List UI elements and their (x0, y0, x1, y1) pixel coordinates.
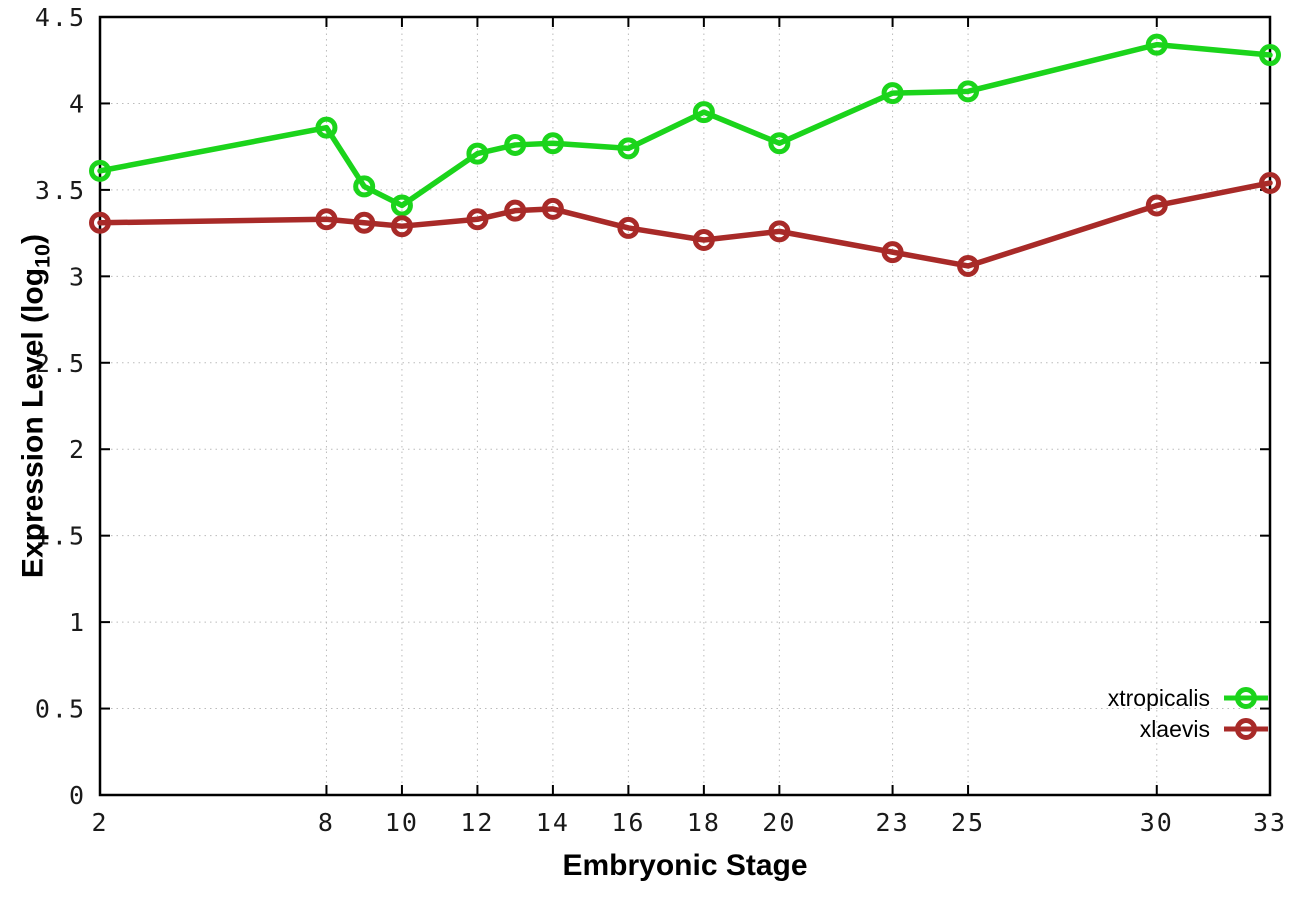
x-tick-label: 10 (385, 808, 419, 837)
y-axis-title-text: Expression Level (log (16, 267, 50, 579)
plot-border (98, 15, 1272, 797)
data-point-xlaevis (768, 220, 791, 243)
y-tick-label: 3.5 (35, 176, 86, 205)
y-tick-label: 3 (69, 262, 86, 291)
y-tick-label: 2.5 (35, 349, 86, 378)
series-line-xtropicalis (97, 41, 1273, 209)
data-point-xlaevis (1259, 171, 1281, 194)
data-point-xlaevis (390, 215, 413, 238)
data-point-xtropicalis (541, 132, 564, 155)
data-point-xlaevis (89, 211, 111, 234)
x-tick-label: 20 (762, 808, 796, 837)
y-tick-label: 4.5 (35, 3, 86, 32)
data-point-xtropicalis (89, 159, 111, 182)
legend: xtropicalis xlaevis (1108, 684, 1270, 743)
data-point-xtropicalis (1259, 44, 1281, 67)
data-point-xlaevis (466, 208, 489, 231)
legend-marker-xtropicalis (1224, 687, 1268, 709)
x-tick-label: 12 (460, 808, 494, 837)
y-tick-label: 2 (69, 435, 86, 464)
data-point-xlaevis (504, 199, 527, 222)
x-tick-label: 2 (91, 808, 108, 837)
data-point-xtropicalis (692, 101, 715, 124)
x-tick-label: 30 (1140, 808, 1174, 837)
data-point-xtropicalis (466, 142, 489, 165)
data-point-xtropicalis (768, 132, 791, 155)
legend-item-xtropicalis: xtropicalis (1108, 684, 1270, 712)
series-line-xlaevis (97, 180, 1273, 269)
y-axis-title-subscript: 10 (29, 243, 55, 268)
legend-item-xlaevis: xlaevis (1140, 715, 1270, 743)
data-point-xlaevis (541, 197, 564, 220)
data-point-xtropicalis (504, 133, 527, 156)
x-tick-label: 8 (318, 808, 335, 837)
data-point-xtropicalis (881, 82, 904, 105)
data-point-xlaevis (957, 254, 980, 277)
y-tick-label: 1.5 (35, 522, 86, 551)
data-point-xlaevis (881, 241, 904, 264)
data-point-xtropicalis (315, 116, 338, 139)
data-point-xlaevis (1145, 194, 1168, 217)
data-point-xtropicalis (353, 175, 376, 198)
data-point-xlaevis (617, 216, 640, 239)
y-axis-title: Expression Level (log10) (17, 234, 56, 578)
legend-label-xtropicalis: xtropicalis (1107, 685, 1210, 711)
data-point-xlaevis (315, 208, 338, 231)
x-tick-label: 33 (1253, 808, 1287, 837)
data-point-xtropicalis (957, 80, 980, 103)
x-tick-label: 25 (951, 808, 985, 837)
y-tick-label: 0.5 (35, 695, 86, 724)
y-axis-title-close: ) (16, 233, 50, 244)
data-point-xtropicalis (617, 137, 640, 160)
legend-marker-xlaevis (1224, 718, 1268, 740)
x-tick-label: 16 (611, 808, 645, 837)
y-tick-label: 1 (69, 608, 86, 637)
legend-label-xlaevis: xlaevis (1139, 716, 1210, 742)
x-axis-title: Embryonic Stage (562, 849, 808, 882)
y-tick-label: 0 (69, 781, 86, 810)
y-tick-label: 4 (69, 89, 86, 118)
x-tick-label: 14 (536, 808, 570, 837)
data-point-xlaevis (353, 211, 376, 234)
data-point-xtropicalis (1145, 33, 1168, 56)
x-tick-label: 23 (876, 808, 910, 837)
data-point-xlaevis (692, 229, 715, 252)
data-point-xtropicalis (390, 194, 413, 217)
x-tick-label: 18 (687, 808, 721, 837)
